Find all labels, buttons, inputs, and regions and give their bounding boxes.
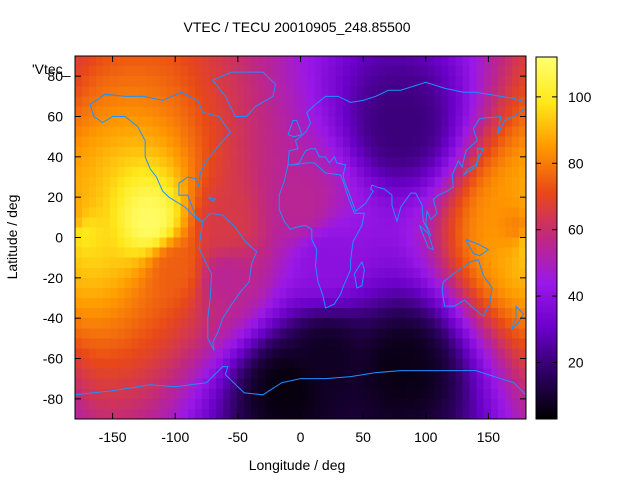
coastline — [442, 260, 492, 316]
x-tick-label: 50 — [355, 429, 371, 445]
colorbar-gradient — [536, 57, 557, 419]
y-tick-label: -60 — [43, 351, 63, 367]
colorbar-axis: 20 40 60 80 100 — [536, 89, 592, 371]
coastline — [279, 163, 364, 308]
coastline — [288, 82, 526, 165]
coastline — [75, 367, 526, 395]
colorbar-tick-label: 20 — [568, 355, 584, 371]
y-tick-label: 0 — [55, 230, 63, 246]
coastline — [420, 225, 434, 249]
coastline — [288, 108, 526, 235]
y-axis-label: Latitude / deg — [4, 195, 20, 280]
y-tick-label: -20 — [43, 270, 63, 286]
coastline — [463, 149, 483, 175]
x-tick-label: -50 — [228, 429, 248, 445]
y-axis: -80 -60 -40 -20 0 20 40 60 80 — [43, 68, 526, 407]
colorbar: 20 40 60 80 100 — [535, 56, 592, 420]
y-tick-label: -40 — [43, 310, 63, 326]
colorbar-tick-label: 60 — [568, 222, 584, 238]
x-tick-label: 150 — [477, 429, 501, 445]
x-tick-label: 0 — [297, 429, 305, 445]
y-tick-label: -80 — [43, 391, 63, 407]
x-axis-label: Longitude / deg — [249, 457, 346, 473]
coastline-overlay — [75, 72, 526, 395]
vtec-heatmap — [75, 56, 526, 419]
colorbar-frame — [535, 56, 558, 420]
y-tick-label: 40 — [47, 149, 63, 165]
x-axis: -150 -100 -50 0 50 100 150 — [99, 56, 501, 445]
colorbar-tick-label: 80 — [568, 155, 584, 171]
coastline — [354, 262, 364, 288]
x-tick-label: 100 — [414, 429, 438, 445]
legend-key: 'Vtec_ — [32, 61, 71, 77]
heatmap-layer — [75, 56, 526, 419]
coastline — [199, 213, 257, 350]
coastline — [288, 121, 302, 137]
x-tick-label: -150 — [99, 429, 127, 445]
coastline — [208, 197, 216, 201]
y-tick-label: 60 — [47, 109, 63, 125]
coastline — [213, 72, 276, 116]
x-tick-label: -100 — [161, 429, 189, 445]
chart-title: VTEC / TECU 20010905_248.85500 — [183, 19, 410, 35]
coastline — [511, 306, 524, 330]
y-tick-label: 80 — [47, 68, 63, 84]
coastline — [466, 240, 489, 256]
colorbar-tick-label: 100 — [568, 89, 592, 105]
colorbar-tick-label: 40 — [568, 288, 584, 304]
y-tick-label: 20 — [47, 189, 63, 205]
coastline — [90, 92, 230, 221]
